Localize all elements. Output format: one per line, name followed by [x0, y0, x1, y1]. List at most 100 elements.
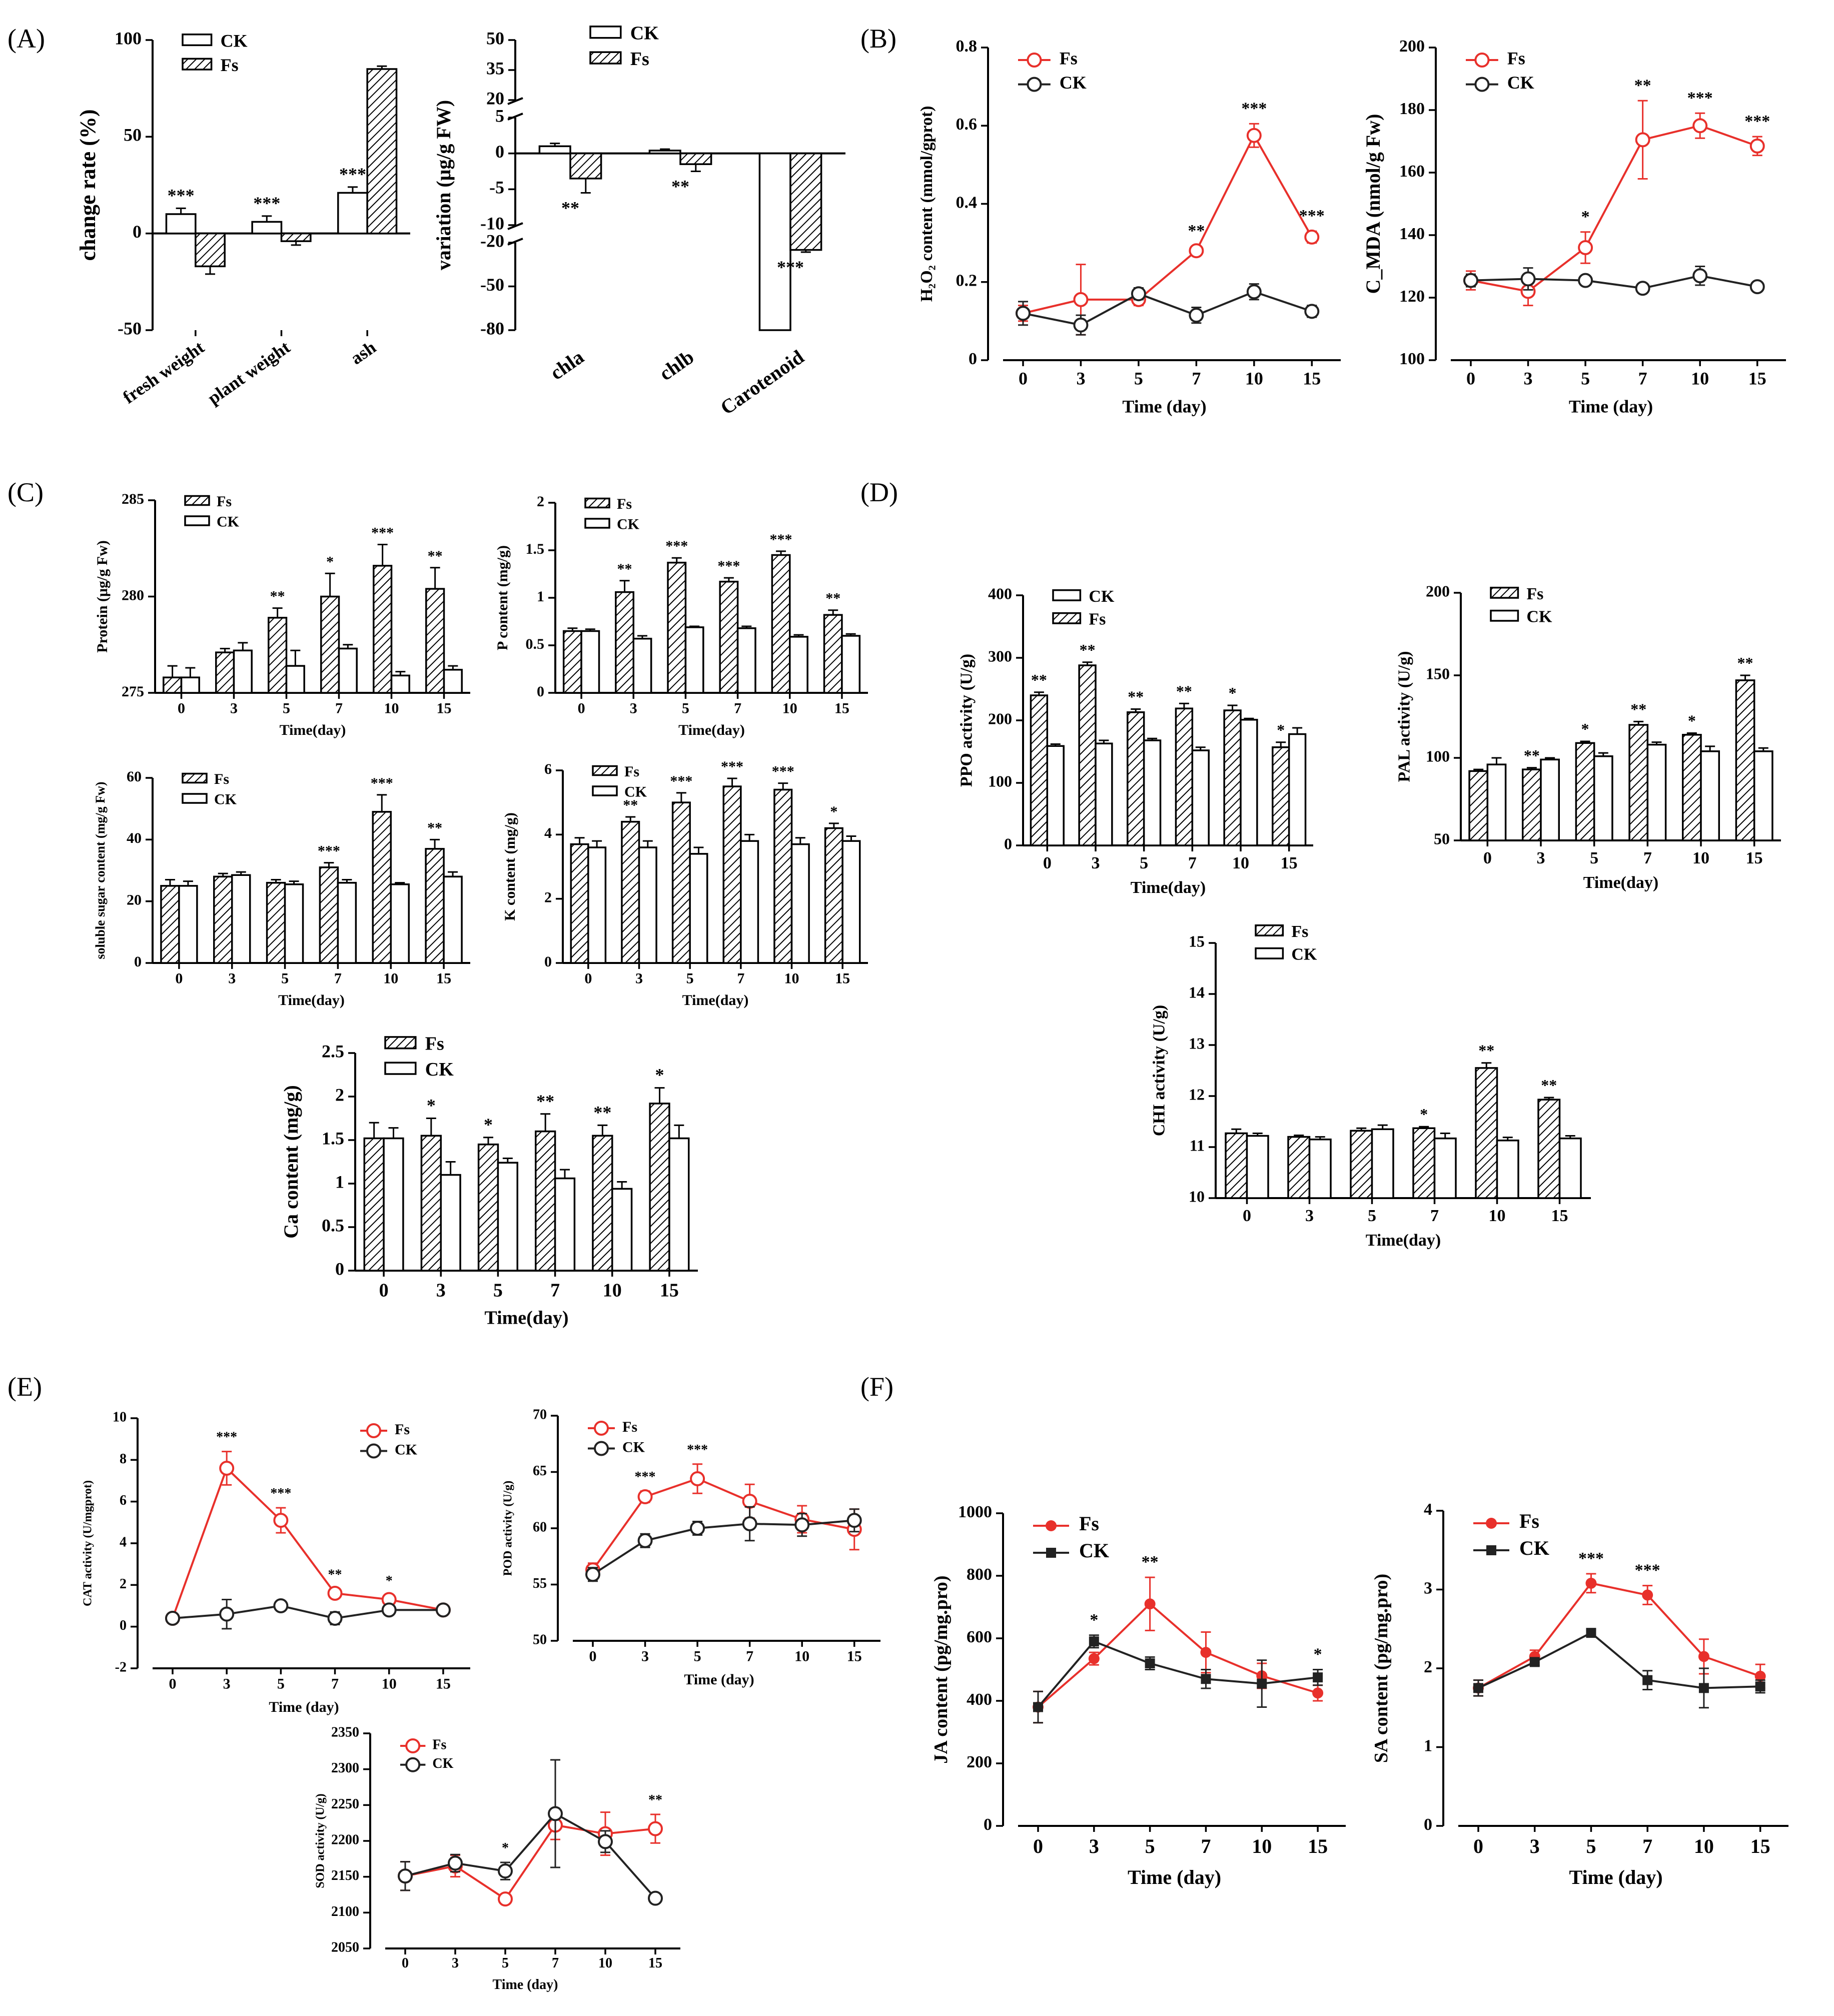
chart-C1-bar-ck	[285, 665, 305, 694]
chart-A1-legend-swatch	[182, 58, 213, 71]
chart-C4-bar-fs	[671, 801, 691, 964]
chart-D2-significance: **	[1524, 746, 1540, 764]
chart-C4-bar-ck	[841, 840, 861, 964]
chart-C3-y-tick-label: 0	[134, 953, 142, 970]
chart-D1-legend-swatch	[1052, 589, 1082, 601]
chart-F1-legend-marker	[1046, 1548, 1056, 1558]
chart-E2-point-fs	[742, 1494, 757, 1509]
chart-C3-y-tick-label: 60	[127, 768, 142, 785]
chart-C4-bar-ck	[638, 846, 657, 964]
chart-F2-x-tick-label: 3	[1530, 1835, 1540, 1857]
chart-B1-significance: ***	[1241, 99, 1267, 118]
chart-C2-x-tick-label: 0	[578, 700, 585, 717]
chart-B2-point-ck	[1463, 273, 1478, 288]
chart-F1-point-ck	[1313, 1672, 1323, 1683]
chart-E2-x-tick-label: 5	[694, 1648, 701, 1665]
chart-C5-bar-fs	[363, 1137, 385, 1272]
panel-label-c: (C)	[8, 477, 44, 507]
chart-C3-legend-label: Fs	[214, 771, 229, 787]
chart-D1-bar-fs	[1078, 664, 1097, 846]
chart-D3-y-label: CHI activity (U/g)	[1150, 1005, 1169, 1137]
chart-C4-bar-ck	[689, 853, 708, 964]
chart-E2-y-tick-label: 55	[533, 1576, 547, 1591]
chart-E2-point-ck	[637, 1533, 653, 1548]
chart-C2-y-tick-label: 0.5	[526, 636, 545, 652]
chart-D3-y-tick-label: 10	[1189, 1187, 1205, 1205]
chart-F1-point-ck	[1089, 1636, 1099, 1647]
chart-B2-point-ck	[1692, 268, 1708, 284]
chart-C2-significance: ***	[717, 558, 740, 574]
chart-D2-x-tick-label: 10	[1692, 849, 1709, 867]
chart-A2-bar-ck	[758, 152, 791, 331]
chart-D2-significance: **	[1630, 700, 1646, 718]
chart-C5-x-tick-label: 7	[550, 1280, 560, 1301]
chart-E1-y-tick-label: -2	[115, 1659, 127, 1675]
chart-B2-significance: **	[1634, 76, 1651, 95]
chart-D3-x-tick-label: 5	[1368, 1207, 1376, 1225]
chart-D1-x-tick-label: 0	[1043, 854, 1052, 872]
chart-D3-x-tick-label: 3	[1305, 1207, 1314, 1225]
chart-A2-y-tick-label: 35	[486, 58, 504, 78]
chart-C4-bar-fs	[570, 843, 589, 964]
chart-D1-bar-ck	[1143, 739, 1162, 846]
chart-C1-bar-ck	[338, 647, 358, 694]
chart-C3-bar-fs	[160, 885, 180, 964]
chart-F2-y-tick-label: 2	[1424, 1658, 1432, 1676]
chart-E3-legend-marker	[405, 1738, 421, 1753]
chart-D2-y-tick-label: 200	[1426, 582, 1450, 600]
chart-C5-bar-ck	[383, 1137, 404, 1272]
chart-C5-bar-ck	[554, 1177, 576, 1272]
chart-C5-significance: *	[427, 1096, 436, 1116]
chart-C3-x-tick-label: 10	[383, 970, 398, 987]
chart-A2-axis-break	[507, 222, 523, 230]
chart-D2-x-label: Time(day)	[1583, 873, 1658, 892]
chart-C1-legend-label: CK	[217, 513, 240, 530]
chart-C3-legend-swatch	[182, 772, 208, 784]
chart-E1-legend-marker	[366, 1423, 381, 1438]
chart-A2-bar-ck	[538, 145, 571, 155]
chart-A1-legend-label: CK	[221, 31, 248, 51]
chart-C3-x-tick-label: 15	[436, 970, 451, 987]
chart-C2-bar-fs	[562, 630, 582, 694]
chart-E1-significance: **	[328, 1567, 342, 1583]
chart-C5-bar-fs	[420, 1135, 442, 1272]
chart-A1-bar-ck	[337, 192, 368, 235]
chart-E1-y-tick-label: 10	[113, 1409, 127, 1425]
chart-A1-y-label: change rate (%)	[76, 109, 100, 261]
chart-C2-bar-fs	[771, 554, 791, 694]
chart-B2-x-tick-label: 15	[1748, 369, 1766, 389]
chart-E1-point-fs	[327, 1586, 343, 1601]
chart-C3-bar-ck	[390, 883, 410, 964]
chart-A2-y-tick-label: 20	[486, 88, 504, 108]
chart-C5-bar-ck	[611, 1188, 633, 1272]
chart-D2-significance: *	[1688, 712, 1696, 730]
chart-B2-legend-label: Fs	[1507, 48, 1525, 68]
chart-C5-y-label: Ca content (mg/g)	[280, 1085, 302, 1239]
chart-E3-x-label: Time (day)	[493, 1977, 558, 1992]
chart-E3-point-ck	[598, 1834, 613, 1849]
chart-E1-point-ck	[273, 1598, 289, 1613]
chart-B1-point-fs	[1304, 229, 1320, 245]
chart-D3-y-tick-label: 11	[1190, 1136, 1205, 1154]
chart-D1-significance: *	[1277, 721, 1285, 739]
chart-E1-point-ck	[219, 1606, 235, 1622]
chart-C3-y-tick-label: 20	[127, 892, 142, 908]
chart-B2-x-tick-label: 10	[1691, 369, 1709, 389]
chart-A1-legend-label: Fs	[221, 55, 239, 75]
chart-C4-legend-swatch	[592, 785, 618, 796]
chart-E3-point-fs	[648, 1821, 663, 1836]
chart-E2-point-fs	[690, 1471, 705, 1486]
chart-C1-bar-fs	[320, 595, 340, 694]
chart-A2-y-tick-label: 50	[486, 28, 504, 48]
chart-E2-significance: ***	[635, 1469, 656, 1485]
panel-label-d: (D)	[860, 477, 898, 507]
chart-E1-y-tick-label: 8	[120, 1451, 127, 1467]
chart-F1-x-tick-label: 0	[1033, 1835, 1043, 1857]
chart-C1-legend-swatch	[184, 495, 210, 506]
chart-C3-bar-fs	[213, 875, 233, 964]
chart-C1-x-tick-label: 3	[230, 700, 238, 717]
chart-A2-legend-label: Fs	[630, 49, 649, 70]
chart-E2-x-tick-label: 3	[641, 1648, 649, 1665]
chart-C2-x-label: Time(day)	[678, 722, 745, 738]
